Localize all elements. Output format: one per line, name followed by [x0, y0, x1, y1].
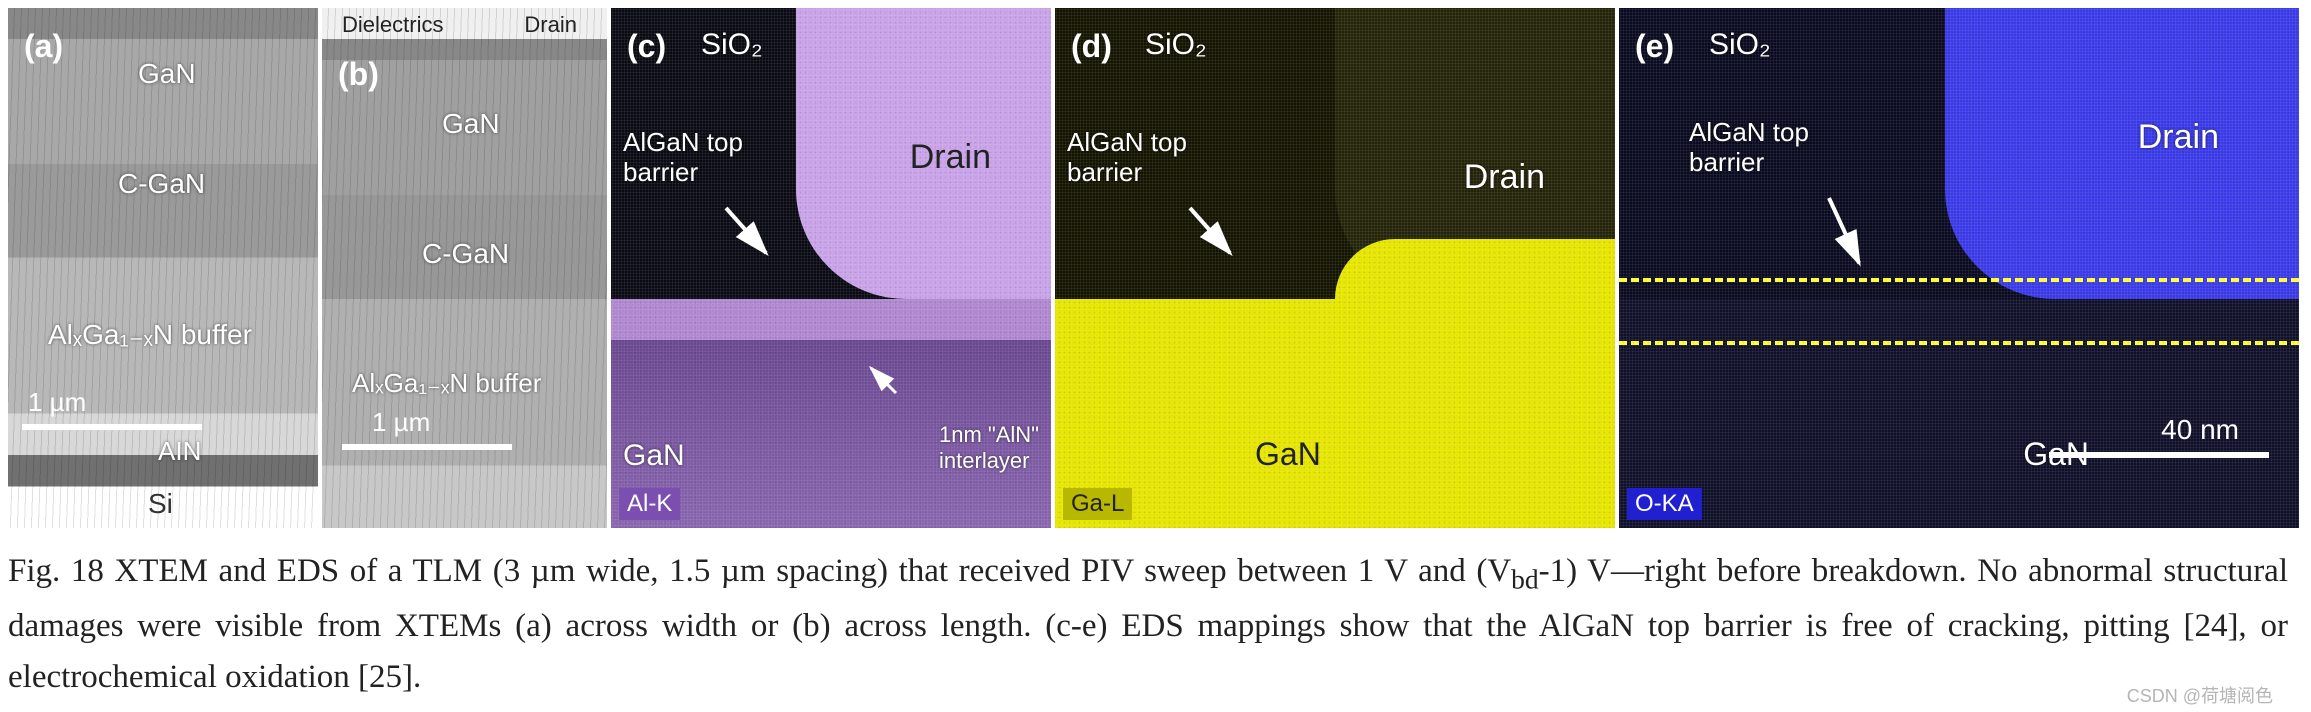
dashed-line-2 [1619, 341, 2299, 345]
scalebar-a [22, 424, 202, 430]
label-aln: AIN [158, 436, 201, 467]
label-gan-b: GaN [442, 108, 500, 140]
panel-a-tag: (a) [24, 28, 63, 65]
watermark: CSDN @荷塘阅色 [2127, 682, 2273, 708]
label-cgan-b: C-GaN [422, 238, 509, 270]
label-si: Si [148, 488, 173, 520]
label-sio2-d: SiO₂ [1145, 28, 1207, 62]
drain-merge-d [1335, 239, 1615, 299]
label-gan-d: GaN [1255, 436, 1321, 473]
panel-c-tag: (c) [627, 28, 666, 65]
arrow-barrier-d [1185, 203, 1245, 268]
label-sio2-e: SiO₂ [1709, 28, 1771, 62]
label-drain-d: Drain [1464, 158, 1545, 197]
label-dielectrics: Dielectrics [342, 12, 443, 38]
label-drain-b: Drain [524, 12, 577, 38]
label-sio2-c: SiO₂ [701, 28, 763, 62]
arrow-interlayer-c [866, 363, 906, 408]
label-gan: GaN [138, 58, 196, 90]
panel-b: Dielectrics Drain (b) GaN C-GaN AlₓGa₁₋ₓ… [322, 8, 607, 528]
arrow-barrier-c [721, 203, 781, 268]
figure-caption: Fig. 18 XTEM and EDS of a TLM (3 µm wide… [8, 546, 2288, 704]
label-gan-c: GaN [623, 439, 685, 473]
panel-e-tag: (e) [1635, 28, 1674, 65]
label-interlayer-c: 1nm "AlN" interlayer [939, 422, 1039, 473]
caption-text: Fig. 18 XTEM and EDS of a TLM (3 µm wide… [8, 553, 2288, 695]
arrow-barrier-e [1819, 193, 1879, 278]
label-algabuffer: AlₓGa₁₋ₓN buffer [48, 318, 252, 351]
eds-element-tag-c: Al-K [619, 488, 680, 520]
label-algabuffer-b: AlₓGa₁₋ₓN buffer [352, 368, 541, 399]
eds-element-tag-d: Ga-L [1063, 488, 1132, 520]
panel-c: (c) SiO₂ Drain AlGaN top barrier GaN 1nm… [611, 8, 1051, 528]
label-drain-e: Drain [2138, 118, 2219, 157]
scalebar-b [342, 444, 512, 450]
eds-image-e [1619, 8, 2299, 528]
label-barrier-e: AlGaN top barrier [1689, 118, 1809, 178]
panel-e: (e) SiO₂ Drain AlGaN top barrier GaN 40 … [1619, 8, 2299, 528]
label-cgan: C-GaN [118, 168, 205, 200]
eds-d-bottom [1055, 299, 1615, 528]
panel-d-tag: (d) [1071, 28, 1112, 65]
eds-element-tag-e: O-KA [1627, 488, 1702, 520]
panel-a: (a) GaN C-GaN AlₓGa₁₋ₓN buffer AIN Si 1 … [8, 8, 318, 528]
drain-region-e [1945, 8, 2299, 299]
scalebar-b-label: 1 µm [372, 407, 430, 438]
figure-panels-row: (a) GaN C-GaN AlₓGa₁₋ₓN buffer AIN Si 1 … [8, 8, 2303, 528]
figure-18: (a) GaN C-GaN AlₓGa₁₋ₓN buffer AIN Si 1 … [8, 8, 2303, 704]
drain-region-d [1335, 8, 1615, 299]
panel-d: (d) SiO₂ Drain AlGaN top barrier GaN Ga-… [1055, 8, 1615, 528]
label-barrier-c: AlGaN top barrier [623, 128, 743, 188]
label-barrier-d: AlGaN top barrier [1067, 128, 1187, 188]
scalebar-e [2049, 452, 2269, 458]
panel-b-tag: (b) [338, 56, 379, 93]
scalebar-e-label: 40 nm [2161, 414, 2239, 446]
dashed-line-1 [1619, 278, 2299, 282]
eds-image-d [1055, 8, 1615, 528]
label-drain-c: Drain [910, 138, 991, 177]
scalebar-a-label: 1 µm [28, 387, 86, 418]
